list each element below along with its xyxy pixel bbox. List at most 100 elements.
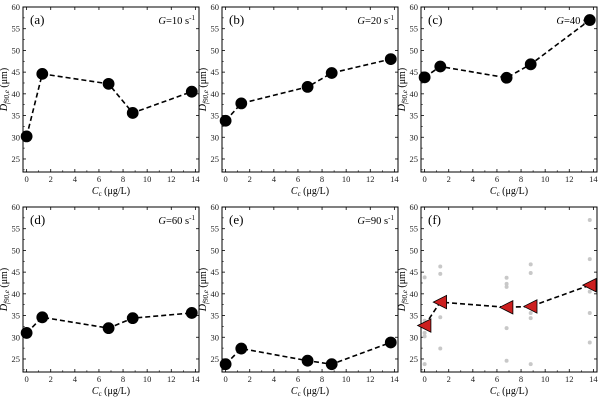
x-tick-label: 10 xyxy=(541,374,550,384)
data-point xyxy=(235,97,248,110)
y-axis-title: Df90,e (μm) xyxy=(198,268,210,312)
x-tick-label: 2 xyxy=(447,174,451,184)
y-tick-label: 45 xyxy=(410,267,419,277)
background-point xyxy=(438,346,443,351)
background-point xyxy=(504,358,509,363)
x-tick-label: 8 xyxy=(121,374,125,384)
x-axis-title: Cc (μg/L) xyxy=(92,386,130,398)
y-tick-label: 45 xyxy=(211,267,220,277)
x-tick-label: 14 xyxy=(191,174,200,184)
x-tick-label: 10 xyxy=(143,174,152,184)
y-tick-label: 55 xyxy=(12,24,21,34)
background-point xyxy=(528,362,533,367)
data-point xyxy=(235,342,248,355)
data-point xyxy=(325,358,338,371)
x-tick-label: 2 xyxy=(447,374,451,384)
x-tick-label: 10 xyxy=(342,174,351,184)
y-tick-label: 60 xyxy=(211,202,220,212)
y-tick-label: 60 xyxy=(410,202,419,212)
x-axis-title: Cc (μg/L) xyxy=(490,386,528,398)
data-point xyxy=(500,71,513,84)
data-point xyxy=(102,77,115,90)
background-point xyxy=(438,315,443,320)
x-axis-title: Cc (μg/L) xyxy=(291,386,329,398)
y-tick-label: 50 xyxy=(12,45,21,55)
x-tick-label: 8 xyxy=(519,174,523,184)
chart-panel-d: 25 30 35 40 45 50 55 60 0 2 4 6 8 10 12 14 Cc (μg/L) Df90… xyxy=(0,202,200,398)
y-tick-label: 60 xyxy=(12,2,21,12)
shear-rate-label: G=60 s-1 xyxy=(158,214,195,227)
x-tick-label: 14 xyxy=(589,374,598,384)
x-tick-label: 8 xyxy=(320,174,324,184)
y-tick-label: 40 xyxy=(12,289,21,299)
x-tick-label: 2 xyxy=(248,374,252,384)
chart-panel-e: 25 30 35 40 45 50 55 60 0 2 4 6 8 10 12 14 Cc (μg/L) Df90… xyxy=(198,202,399,398)
x-tick-label: 6 xyxy=(495,174,499,184)
y-tick-label: 35 xyxy=(12,311,21,321)
x-tick-label: 12 xyxy=(167,174,176,184)
x-tick-label: 8 xyxy=(320,374,324,384)
y-tick-label: 55 xyxy=(410,224,419,234)
plot-frame xyxy=(22,6,200,173)
x-tick-label: 12 xyxy=(565,174,574,184)
data-point xyxy=(126,107,139,119)
panel-label: (b) xyxy=(229,12,244,27)
x-tick-label: 2 xyxy=(248,174,252,184)
y-tick-label: 35 xyxy=(211,111,220,121)
data-point xyxy=(36,67,49,80)
chart-panel-b: 25 30 35 40 45 50 55 60 0 2 4 6 8 10 12 14 Cc (μg/L) Df90… xyxy=(198,2,399,198)
x-tick-label: 6 xyxy=(97,174,101,184)
data-point xyxy=(102,322,115,335)
y-tick-label: 55 xyxy=(211,24,220,34)
panel-label: (f) xyxy=(428,212,441,227)
data-point xyxy=(301,80,314,93)
data-point xyxy=(434,60,447,73)
y-tick-label: 30 xyxy=(211,132,220,142)
x-tick-label: 2 xyxy=(49,174,53,184)
y-tick-label: 35 xyxy=(410,311,419,321)
background-point xyxy=(587,310,592,315)
y-tick-label: 50 xyxy=(410,245,419,255)
background-point xyxy=(528,316,533,321)
y-tick-label: 30 xyxy=(12,332,21,342)
y-tick-label: 40 xyxy=(410,89,419,99)
y-tick-label: 50 xyxy=(211,245,220,255)
y-tick-label: 25 xyxy=(410,154,419,164)
y-axis-title: Df90,e (μm) xyxy=(397,268,409,312)
x-tick-label: 14 xyxy=(191,374,200,384)
x-axis-title: Cc (μg/L) xyxy=(291,186,329,198)
background-point xyxy=(587,289,592,294)
background-point xyxy=(422,362,427,367)
background-point xyxy=(438,264,443,269)
x-axis-title: Cc (μg/L) xyxy=(92,186,130,198)
x-tick-label: 6 xyxy=(296,174,300,184)
data-point xyxy=(185,307,198,319)
data-point xyxy=(384,336,397,349)
y-tick-label: 25 xyxy=(410,354,419,364)
y-tick-label: 40 xyxy=(410,289,419,299)
x-tick-label: 14 xyxy=(390,374,399,384)
background-point xyxy=(504,284,509,289)
data-point xyxy=(36,311,49,324)
data-point xyxy=(20,130,33,143)
y-tick-label: 25 xyxy=(211,354,220,364)
chart-panel-f: 25 30 35 40 45 50 55 60 0 2 4 6 8 10 12 14 Cc (μg/L) Df90… xyxy=(397,202,598,398)
data-point xyxy=(418,71,431,84)
y-tick-label: 45 xyxy=(410,67,419,77)
data-point xyxy=(581,277,597,293)
x-tick-label: 0 xyxy=(422,174,426,184)
y-tick-label: 25 xyxy=(211,154,220,164)
y-tick-label: 50 xyxy=(410,45,419,55)
data-point xyxy=(583,14,596,26)
x-tick-label: 0 xyxy=(422,374,426,384)
x-tick-label: 4 xyxy=(73,374,78,384)
panel-label: (a) xyxy=(30,12,44,27)
data-point xyxy=(416,318,432,333)
plot-frame xyxy=(420,6,598,173)
x-tick-label: 4 xyxy=(471,174,476,184)
background-point xyxy=(528,310,533,315)
data-point xyxy=(219,358,232,371)
x-tick-label: 6 xyxy=(495,374,499,384)
y-tick-label: 35 xyxy=(211,311,220,321)
data-point xyxy=(20,327,33,339)
